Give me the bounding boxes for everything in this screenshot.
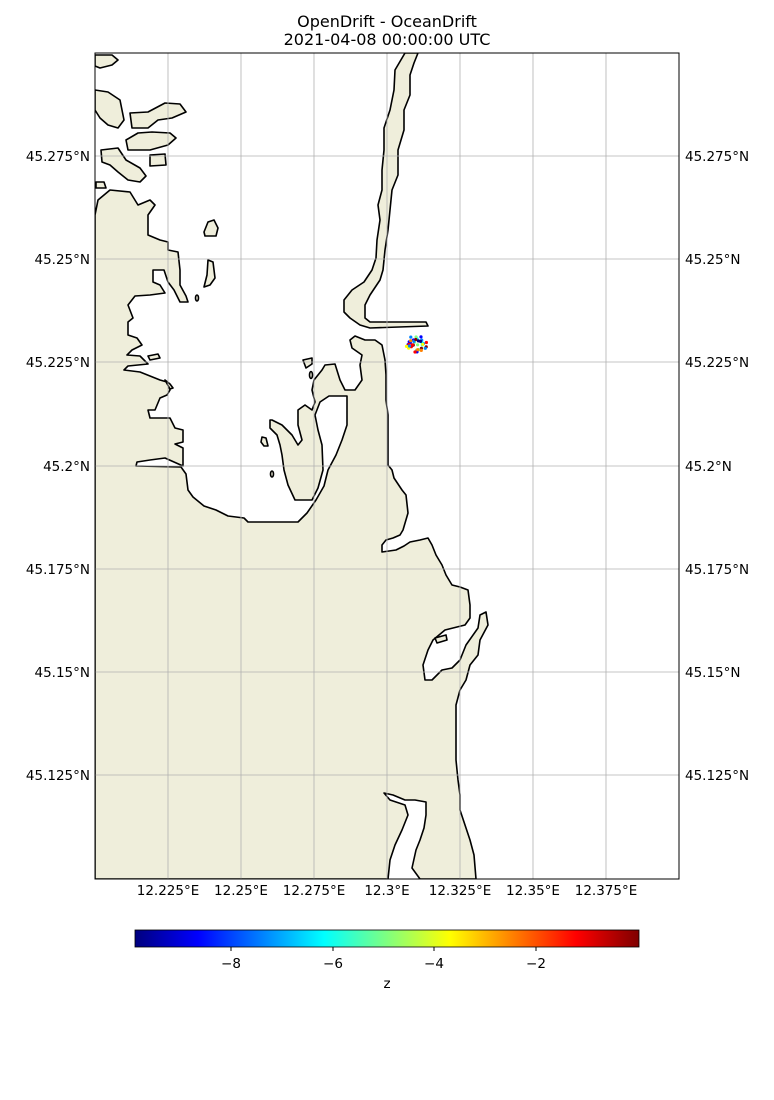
nw-island-9 [203, 259, 216, 288]
map-plot-area [95, 53, 679, 879]
lon-tick-label: 12.375°E [575, 883, 638, 899]
particle-dot [409, 335, 413, 339]
colorbar-tick-label: −2 [526, 956, 546, 972]
lat-tick-label: 45.275°N [26, 149, 90, 165]
nw-island-4 [125, 131, 177, 151]
small-islet-8 [269, 470, 275, 478]
nw-island-7 [95, 181, 107, 189]
particle-dot [409, 339, 413, 343]
map-frame [94, 52, 680, 880]
lat-tick-label: 45.2°N [685, 459, 732, 475]
colorbar-label: z [383, 976, 390, 992]
lon-tick-label: 12.3°E [364, 883, 409, 899]
particle-dot [407, 344, 411, 348]
lat-tick-label: 45.15°N [35, 665, 91, 681]
particle-dot [416, 348, 420, 352]
particle-dot [404, 344, 409, 348]
nw-island-2 [95, 89, 125, 129]
map-title: OpenDrift - OceanDrift [297, 12, 477, 31]
nw-island-1 [95, 54, 119, 69]
nw-island-6 [149, 153, 167, 167]
small-islet-5 [434, 634, 448, 644]
particle-dot [419, 348, 423, 352]
lon-tick-label: 12.325°E [429, 883, 492, 899]
lat-tick-label: 45.15°N [685, 665, 741, 681]
western-mainland [95, 189, 489, 879]
particle-cluster [404, 335, 428, 354]
particle-dot [424, 340, 428, 345]
latitude-tick-labels-left: 45.275°N 45.25°N 45.225°N 45.2°N 45.175°… [26, 149, 90, 784]
particle-dot [421, 342, 425, 346]
colorbar-gradient [134, 929, 640, 948]
particle-dot [416, 343, 420, 347]
particle-dot [416, 339, 420, 343]
colorbar-tick-label: −8 [221, 956, 241, 972]
small-islet-3 [302, 357, 313, 369]
lat-tick-label: 45.175°N [685, 562, 749, 578]
particle-dot [419, 335, 423, 339]
colorbar-tick-label: −6 [323, 956, 343, 972]
lat-tick-label: 45.175°N [26, 562, 90, 578]
lon-tick-label: 12.225°E [137, 883, 200, 899]
particle-dot [423, 346, 427, 350]
land-layer [95, 53, 489, 879]
small-islet-1 [147, 353, 161, 361]
lat-tick-label: 45.125°N [685, 768, 749, 784]
longitude-tick-labels: 12.225°E 12.25°E 12.275°E 12.3°E 12.325°… [137, 883, 638, 899]
particle-dot [413, 350, 417, 354]
nw-island-8 [203, 219, 219, 237]
lat-tick-label: 45.225°N [26, 355, 90, 371]
small-islet-7 [308, 370, 314, 380]
nw-island-3 [129, 102, 187, 129]
lat-tick-label: 45.2°N [43, 459, 90, 475]
lat-tick-label: 45.225°N [685, 355, 749, 371]
colorbar-tick-label: −4 [424, 956, 444, 972]
particle-dot [414, 335, 418, 339]
lon-tick-label: 12.35°E [506, 883, 560, 899]
lat-tick-label: 45.25°N [35, 252, 91, 268]
lat-tick-label: 45.275°N [685, 149, 749, 165]
small-islet-6 [194, 294, 200, 302]
northern-barrier-island [343, 53, 429, 329]
lon-tick-label: 12.25°E [214, 883, 268, 899]
lat-tick-label: 45.25°N [685, 252, 741, 268]
colorbar: −8 −6 −4 −2 z [134, 929, 640, 992]
lat-tick-label: 45.125°N [26, 768, 90, 784]
latitude-tick-labels-right: 45.275°N 45.25°N 45.225°N 45.2°N 45.175°… [685, 149, 749, 784]
particle-dot [414, 337, 418, 342]
map-gridlines [95, 53, 679, 879]
map-timestamp: 2021-04-08 00:00:00 UTC [283, 30, 491, 49]
lon-tick-label: 12.275°E [283, 883, 346, 899]
particle-dot [410, 343, 415, 347]
small-islet-4 [260, 436, 269, 447]
